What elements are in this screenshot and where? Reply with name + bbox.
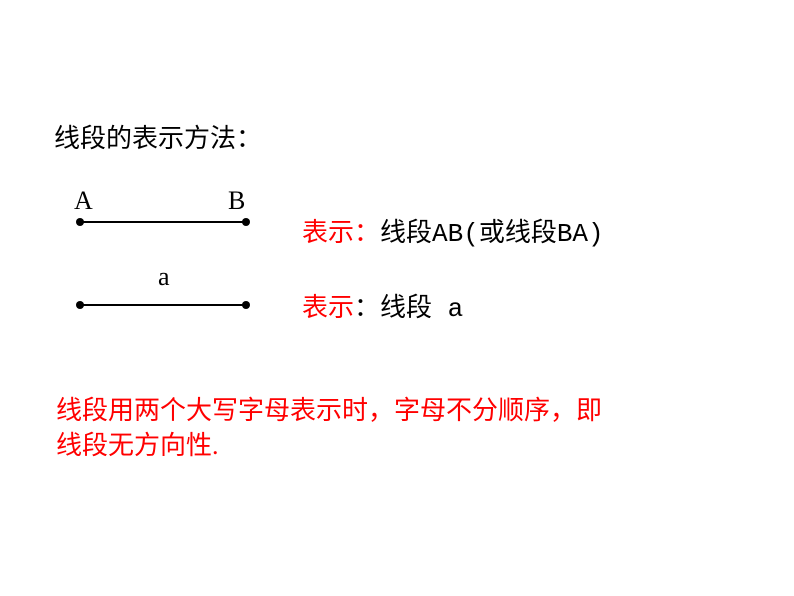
note-text: 线段用两个大写字母表示时，字母不分顺序，即线段无方向性. — [56, 393, 616, 463]
desc2-colon: ： — [354, 293, 380, 322]
heading-text: 线段的表示方法： — [54, 118, 262, 155]
endpoint-a-left — [76, 301, 84, 309]
endpoint-a — [76, 218, 84, 226]
desc1-black: 线段AB(或线段BA) — [380, 219, 604, 249]
endpoint-b — [242, 218, 250, 226]
desc2-black: 线段 a — [380, 294, 463, 324]
desc-line-2: 表示：线段 a — [302, 287, 463, 324]
desc2-red: 表示 — [302, 293, 354, 322]
desc-line-1: 表示：线段AB(或线段BA) — [302, 212, 604, 249]
label-a: A — [74, 186, 93, 216]
desc1-red: 表示： — [302, 218, 380, 247]
label-b: B — [228, 186, 245, 216]
endpoint-a-right — [242, 301, 250, 309]
label-lowercase-a: a — [158, 262, 170, 292]
